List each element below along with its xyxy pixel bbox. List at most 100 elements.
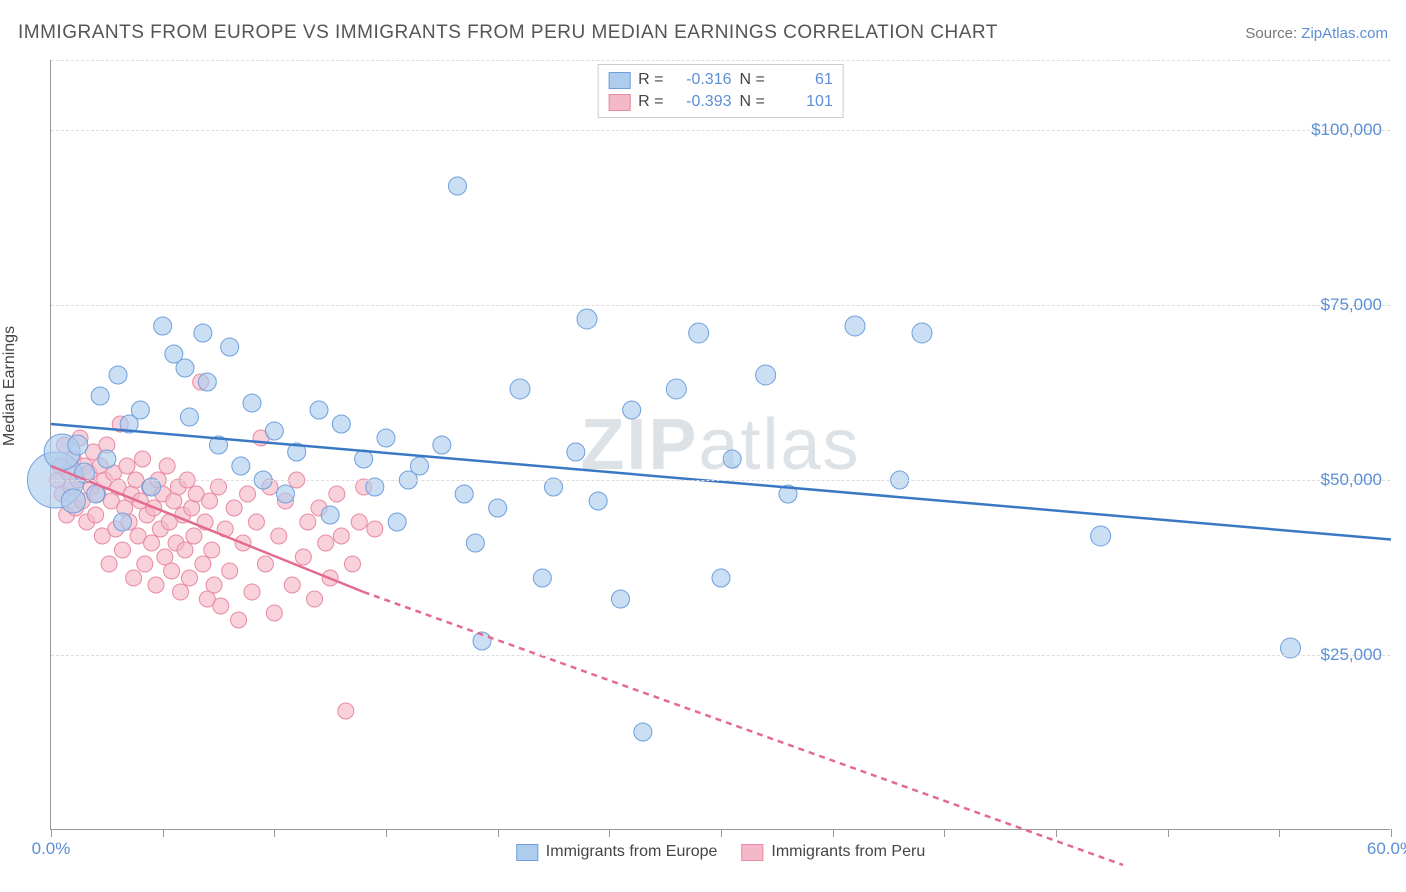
data-point-peru	[271, 528, 287, 544]
swatch-peru	[741, 844, 763, 861]
data-point-europe	[689, 323, 709, 343]
legend-series: Immigrants from Europe Immigrants from P…	[516, 843, 925, 861]
data-point-peru	[345, 556, 361, 572]
source-attribution: Source: ZipAtlas.com	[1245, 25, 1388, 42]
x-tick-label: 60.0%	[1367, 839, 1406, 859]
data-point-europe	[176, 359, 194, 377]
data-point-europe	[411, 457, 429, 475]
data-point-peru	[226, 500, 242, 516]
y-tick-label: $25,000	[1321, 645, 1382, 665]
data-point-peru	[164, 563, 180, 579]
x-tick	[51, 829, 52, 837]
data-point-europe	[198, 373, 216, 391]
data-point-europe	[310, 401, 328, 419]
data-point-europe	[466, 534, 484, 552]
x-tick	[498, 829, 499, 837]
y-axis-label: Median Earnings	[1, 326, 19, 446]
legend-stats-row-peru: R = -0.393 N = 101	[608, 91, 833, 113]
data-point-peru	[204, 542, 220, 558]
data-point-peru	[351, 514, 367, 530]
n-label: N =	[740, 71, 765, 89]
plot-area: ZIPatlas R = -0.316 N = 61 R = -0.393 N …	[50, 60, 1390, 830]
data-point-peru	[222, 563, 238, 579]
legend-stats-row-europe: R = -0.316 N = 61	[608, 69, 833, 91]
data-point-europe	[388, 513, 406, 531]
data-point-peru	[329, 486, 345, 502]
y-tick-label: $100,000	[1311, 120, 1382, 140]
x-tick	[1056, 829, 1057, 837]
data-point-europe	[623, 401, 641, 419]
data-point-peru	[181, 570, 197, 586]
legend-item-peru: Immigrants from Peru	[741, 843, 925, 861]
legend-label-peru: Immigrants from Peru	[771, 843, 925, 861]
data-point-europe	[577, 309, 597, 329]
data-point-europe	[377, 429, 395, 447]
data-point-europe	[232, 457, 250, 475]
gridline	[51, 60, 1390, 61]
data-point-europe	[277, 485, 295, 503]
data-point-europe	[68, 435, 88, 455]
data-point-peru	[159, 458, 175, 474]
data-point-europe	[91, 387, 109, 405]
data-point-peru	[211, 479, 227, 495]
data-point-europe	[433, 436, 451, 454]
data-point-peru	[173, 584, 189, 600]
data-point-europe	[756, 365, 776, 385]
data-point-peru	[126, 570, 142, 586]
r-label: R =	[638, 71, 663, 89]
data-point-europe	[194, 324, 212, 342]
data-point-europe	[510, 379, 530, 399]
data-point-europe	[533, 569, 551, 587]
data-point-peru	[202, 493, 218, 509]
data-point-europe	[61, 489, 85, 513]
data-point-peru	[295, 549, 311, 565]
swatch-europe	[608, 72, 630, 89]
y-tick-label: $75,000	[1321, 295, 1382, 315]
y-tick-label: $50,000	[1321, 470, 1382, 490]
data-point-peru	[307, 591, 323, 607]
data-point-europe	[243, 394, 261, 412]
data-point-peru	[300, 514, 316, 530]
r-value-europe: -0.316	[672, 71, 732, 89]
data-point-europe	[634, 723, 652, 741]
data-point-europe	[845, 316, 865, 336]
data-point-europe	[154, 317, 172, 335]
n-value-peru: 101	[773, 93, 833, 111]
data-point-europe	[221, 338, 239, 356]
data-point-peru	[135, 451, 151, 467]
data-point-peru	[114, 542, 130, 558]
data-point-europe	[131, 401, 149, 419]
legend-stats: R = -0.316 N = 61 R = -0.393 N = 101	[597, 64, 844, 118]
data-point-peru	[318, 535, 334, 551]
swatch-europe	[516, 844, 538, 861]
data-point-peru	[206, 577, 222, 593]
data-point-peru	[231, 612, 247, 628]
n-label: N =	[740, 93, 765, 111]
data-point-europe	[1091, 526, 1111, 546]
gridline	[51, 655, 1390, 656]
data-point-peru	[333, 528, 349, 544]
source-label: Source:	[1245, 25, 1297, 42]
data-point-peru	[195, 556, 211, 572]
data-point-europe	[180, 408, 198, 426]
data-point-europe	[612, 590, 630, 608]
source-link[interactable]: ZipAtlas.com	[1301, 25, 1388, 42]
data-point-europe	[723, 450, 741, 468]
data-point-europe	[489, 499, 507, 517]
data-point-peru	[186, 528, 202, 544]
x-tick	[386, 829, 387, 837]
data-point-europe	[666, 379, 686, 399]
data-point-peru	[248, 514, 264, 530]
x-tick-label: 0.0%	[32, 839, 71, 859]
data-point-peru	[266, 605, 282, 621]
data-point-peru	[137, 556, 153, 572]
x-tick	[163, 829, 164, 837]
data-point-peru	[284, 577, 300, 593]
n-value-europe: 61	[773, 71, 833, 89]
data-point-peru	[213, 598, 229, 614]
data-point-peru	[244, 584, 260, 600]
x-tick	[1168, 829, 1169, 837]
data-point-peru	[367, 521, 383, 537]
data-point-peru	[177, 542, 193, 558]
data-point-europe	[98, 450, 116, 468]
